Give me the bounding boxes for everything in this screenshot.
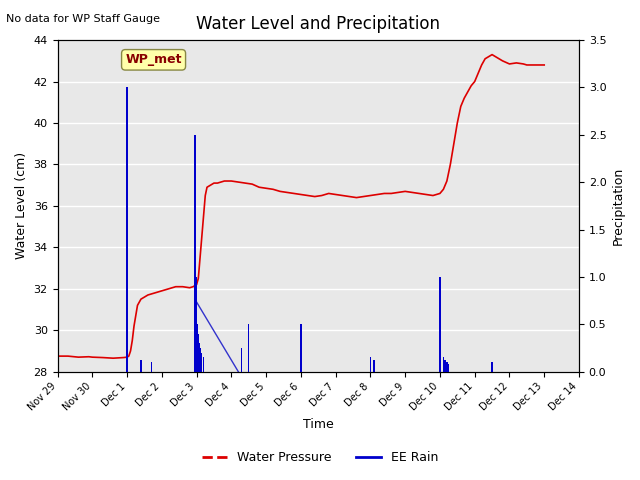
Y-axis label: Water Level (cm): Water Level (cm): [15, 152, 28, 260]
Bar: [373, 360, 374, 372]
Bar: [196, 324, 198, 372]
Bar: [150, 362, 152, 372]
Bar: [126, 87, 128, 372]
Text: No data for WP Staff Gauge: No data for WP Staff Gauge: [6, 14, 161, 24]
Y-axis label: Precipitation: Precipitation: [612, 167, 625, 245]
Bar: [196, 277, 197, 372]
Bar: [492, 362, 493, 372]
Bar: [203, 358, 204, 372]
X-axis label: Time: Time: [303, 419, 333, 432]
Bar: [198, 334, 199, 372]
Title: Water Level and Precipitation: Water Level and Precipitation: [196, 15, 440, 33]
Bar: [200, 348, 201, 372]
Bar: [443, 358, 444, 372]
Bar: [198, 343, 200, 372]
Bar: [194, 135, 196, 372]
Bar: [446, 362, 447, 372]
Bar: [300, 324, 301, 372]
Text: WP_met: WP_met: [125, 53, 182, 66]
Bar: [439, 277, 440, 372]
Bar: [248, 324, 250, 372]
Bar: [448, 364, 449, 372]
Bar: [140, 360, 141, 372]
Bar: [444, 360, 446, 372]
Bar: [241, 348, 243, 372]
Legend: Water Pressure, EE Rain: Water Pressure, EE Rain: [196, 446, 444, 469]
Bar: [201, 353, 202, 372]
Bar: [370, 358, 371, 372]
